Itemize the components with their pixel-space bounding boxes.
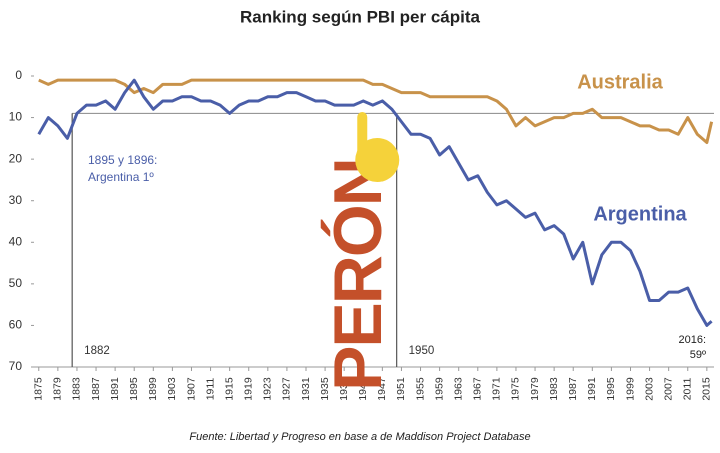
x-tick-label: 1919: [243, 377, 255, 401]
x-tick-label: 1907: [185, 377, 197, 401]
y-tick-label: 60: [9, 318, 23, 332]
x-tick-label: 1923: [262, 377, 274, 401]
x-tick-label: 1983: [548, 377, 560, 401]
v-reference-label: 1950: [409, 345, 435, 357]
x-tick-label: 1987: [567, 377, 579, 401]
x-tick-label: 1931: [300, 377, 312, 401]
x-tick-label: 2007: [662, 377, 674, 401]
x-tick-label: 1891: [109, 377, 121, 401]
x-tick-label: 2011: [682, 378, 694, 401]
x-tick-label: 1935: [319, 377, 331, 401]
x-tick-label: 1875: [33, 377, 45, 401]
y-tick-label: 40: [9, 234, 23, 248]
x-tick-label: 1903: [166, 377, 178, 401]
x-tick-label: 1951: [395, 377, 407, 401]
y-tick-label: 30: [9, 193, 23, 207]
x-tick-label: 1927: [281, 377, 293, 401]
v-reference-label: 1882: [84, 345, 110, 357]
y-tick-label: 10: [9, 110, 23, 124]
x-tick-label: 1879: [52, 377, 64, 401]
annotation: 1895 y 1896:: [88, 153, 157, 167]
y-tick-label: 20: [9, 151, 23, 165]
series-label: Australia: [577, 71, 663, 93]
x-tick-label: 1999: [624, 377, 636, 401]
x-tick-label: 1947: [376, 377, 388, 401]
x-tick-label: 1915: [223, 377, 235, 401]
peron-label: PERÓN: [320, 159, 396, 391]
x-tick-label: 1899: [147, 377, 159, 401]
x-tick-label: 1975: [510, 377, 522, 401]
y-tick-label: 50: [9, 276, 23, 290]
annotation: 59º: [690, 349, 706, 361]
x-tick-label: 1963: [452, 377, 464, 401]
x-tick-label: 2003: [643, 377, 655, 401]
y-tick-label: 0: [15, 68, 22, 82]
annotation: Argentina 1º: [88, 170, 154, 184]
x-tick-label: 2015: [701, 377, 713, 401]
x-tick-label: 1895: [128, 377, 140, 401]
x-tick-label: 1967: [472, 377, 484, 401]
chart-title: Ranking según PBI per cápita: [240, 7, 480, 26]
hand-finger: [357, 112, 368, 157]
x-tick-label: 1971: [491, 377, 503, 401]
series-line: [37, 78, 713, 327]
series-line: [38, 78, 714, 145]
x-tick-label: 1943: [357, 377, 369, 401]
x-tick-label: 1887: [90, 377, 102, 401]
x-tick-label: 1883: [71, 377, 83, 401]
x-tick-label: 1979: [529, 377, 541, 401]
annotation: 2016:: [678, 334, 706, 346]
x-tick-label: 1955: [414, 377, 426, 401]
x-tick-label: 1939: [338, 377, 350, 401]
y-tick-label: 70: [9, 359, 23, 373]
x-tick-label: 1911: [204, 378, 216, 401]
source: Fuente: Libertad y Progreso en base a de…: [189, 431, 530, 443]
x-tick-label: 1995: [605, 377, 617, 401]
series-label: Argentina: [593, 203, 687, 225]
x-tick-label: 1991: [586, 377, 598, 401]
x-tick-label: 1959: [433, 377, 445, 401]
